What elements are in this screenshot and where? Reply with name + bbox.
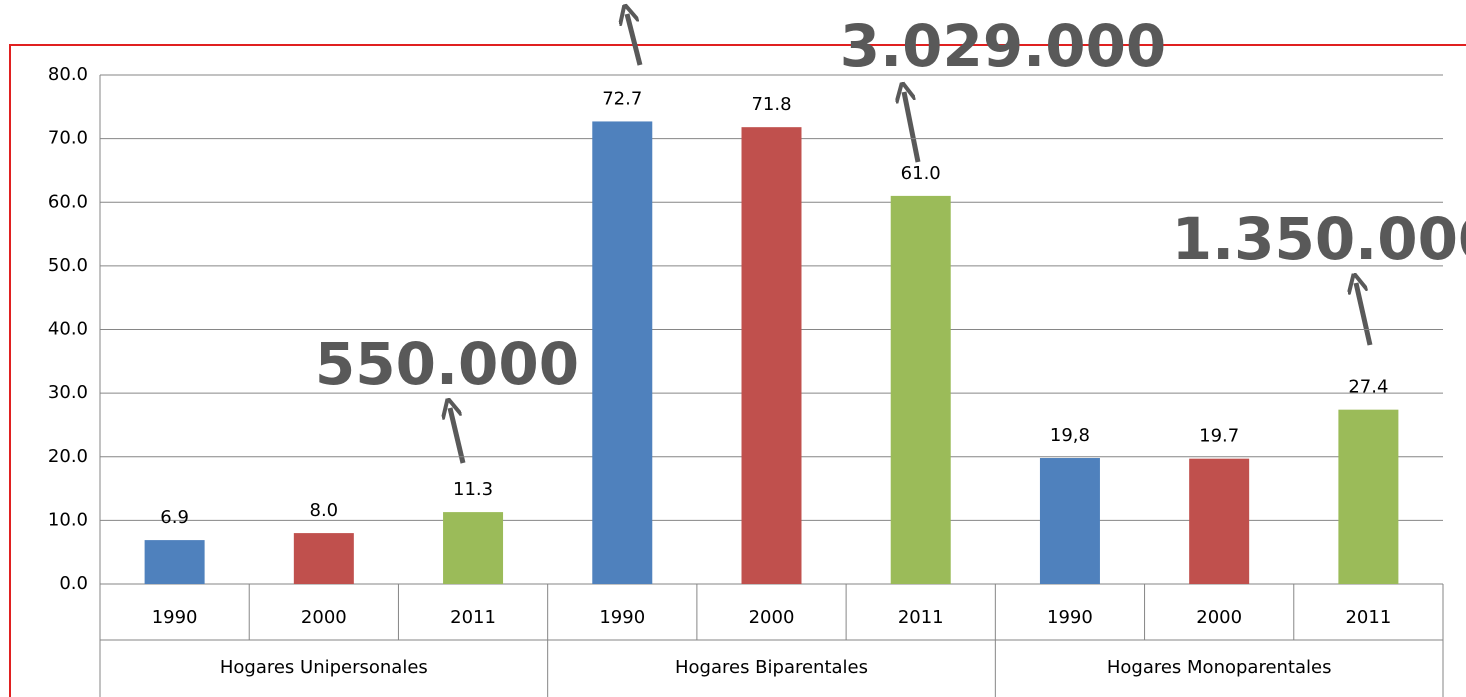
value-label: 27.4 [1348,377,1388,398]
y-tick-label: 80.0 [48,64,88,85]
x-tick-label: 1990 [152,607,198,628]
y-tick-label: 50.0 [48,255,88,276]
y-tick-label: 60.0 [48,191,88,212]
bar [741,127,802,585]
x-tick-label: 2011 [1345,607,1391,628]
y-tick-label: 70.0 [48,128,88,149]
x-tick-label: 1990 [599,607,645,628]
arrow [1356,283,1373,346]
bar [144,540,205,584]
y-tick-label: 0.0 [59,573,88,594]
bar [1189,458,1250,584]
annotation: 550.000 [315,330,579,398]
frame [9,44,1466,697]
value-label: 11.3 [453,479,493,500]
value-label: 72.7 [602,88,642,109]
value-label: 61.0 [901,163,941,184]
y-tick-label: 30.0 [48,382,88,403]
x-group-label: Hogares Biparentales [675,657,868,678]
arrow [627,14,643,66]
value-label: 6.9 [160,507,189,528]
x-tick-label: 2000 [749,607,795,628]
arrow [904,92,921,163]
bar [293,533,354,584]
x-group-label: Hogares Unipersonales [220,657,428,678]
value-label: 8.0 [310,500,339,521]
y-tick-label: 10.0 [48,509,88,530]
bar [890,195,951,584]
x-tick-label: 2011 [898,607,944,628]
annotation: 1.350.000 [1172,205,1466,273]
bar [1039,458,1100,584]
y-tick-label: 40.0 [48,319,88,340]
x-tick-label: 2000 [301,607,347,628]
x-tick-label: 2011 [450,607,496,628]
bar [592,121,653,584]
value-label: 19.7 [1199,426,1239,447]
x-tick-label: 1990 [1047,607,1093,628]
x-tick-label: 2000 [1196,607,1242,628]
bar [1338,409,1399,584]
value-label: 19,8 [1050,425,1090,446]
annotation: 3.029.000 [840,12,1167,80]
bar [443,512,504,584]
y-tick-label: 20.0 [48,446,88,467]
value-label: 71.8 [751,94,791,115]
x-group-label: Hogares Monoparentales [1107,657,1332,678]
arrow [450,408,466,464]
